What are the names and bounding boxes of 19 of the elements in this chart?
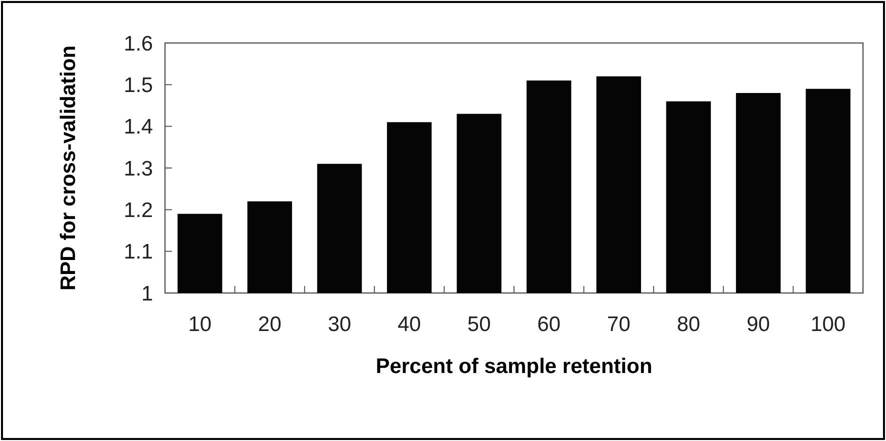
x-tick-label: 30 [328,313,352,336]
x-tick-label: 60 [537,313,561,336]
y-tick-label: 1 [141,282,153,306]
y-tick-label: 1.5 [124,74,153,98]
x-tick-label: 40 [398,313,421,336]
x-tick-label: 100 [810,313,846,336]
y-axis-title: RPD for cross-validation [57,45,80,291]
x-tick-label: 20 [258,313,282,336]
x-tick-label: 50 [467,313,491,336]
x-tick-label: 90 [746,313,770,336]
x-tick-label: 10 [188,313,212,336]
y-tick-label: 1.3 [124,157,153,180]
y-tick-label: 1.1 [124,240,153,264]
x-axis-title: Percent of sample retention [376,355,652,378]
y-tick-label: 1.6 [124,32,153,56]
x-tick-label: 70 [607,313,630,336]
y-tick-label: 1.2 [124,199,153,222]
y-tick-label: 1.4 [124,116,154,139]
x-tick-label: 80 [676,313,700,336]
